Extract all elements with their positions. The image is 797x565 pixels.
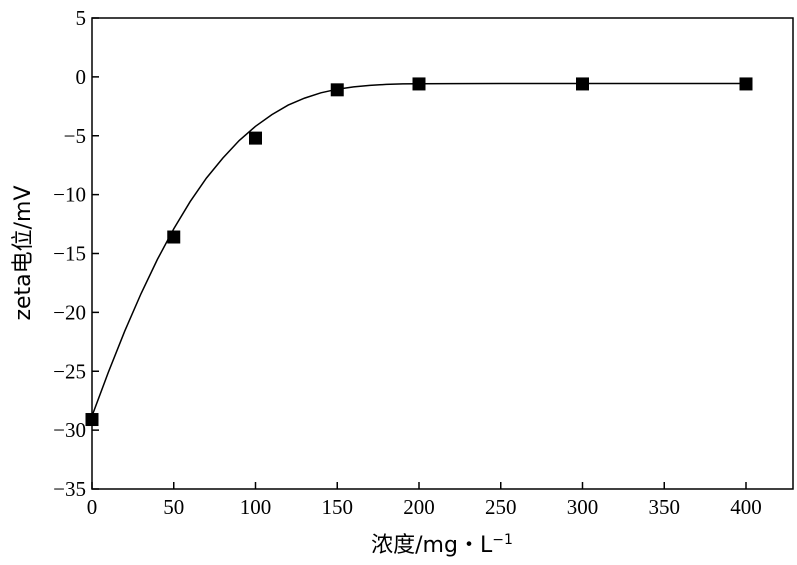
y-tick-label: −30	[53, 418, 86, 442]
x-tick-label: 0	[87, 495, 98, 519]
fit-curve	[91, 82, 746, 417]
y-axis-title: zeta电位/mV	[11, 185, 36, 320]
y-tick-label: −20	[53, 300, 86, 324]
x-tick-label: 400	[730, 495, 762, 519]
x-axis-title-main: 浓度/mg・L	[371, 533, 493, 558]
data-point	[576, 77, 589, 91]
x-axis-ticks: 0 50 100 150 200 250 300 350 400	[87, 482, 762, 519]
x-tick-label: 250	[485, 495, 517, 519]
y-axis-ticks: 5 0 −5 −10 −15 −20 −25 −30 −35	[53, 6, 99, 501]
data-points	[85, 77, 753, 427]
data-point	[739, 77, 753, 91]
y-tick-label: −35	[53, 477, 86, 501]
x-tick-label: 50	[163, 495, 184, 519]
y-tick-label: −5	[64, 124, 86, 148]
data-point	[412, 77, 426, 91]
data-point	[85, 413, 99, 427]
data-point	[249, 131, 262, 145]
x-tick-label: 350	[649, 495, 681, 519]
x-axis-title-superscript: −1	[492, 532, 513, 548]
x-tick-label: 150	[322, 495, 354, 519]
y-tick-label: 5	[76, 6, 87, 30]
y-tick-label: −25	[53, 359, 86, 383]
data-point	[167, 230, 181, 244]
plot-frame	[91, 17, 794, 490]
y-tick-label: −10	[53, 183, 86, 207]
y-tick-label: −15	[53, 242, 86, 266]
data-point	[330, 83, 344, 97]
x-tick-label: 200	[403, 495, 435, 519]
y-tick-label: 0	[76, 65, 87, 89]
x-tick-label: 300	[567, 495, 599, 519]
x-axis-title: 浓度/mg・L−1	[371, 532, 513, 558]
x-tick-label: 100	[240, 495, 272, 519]
